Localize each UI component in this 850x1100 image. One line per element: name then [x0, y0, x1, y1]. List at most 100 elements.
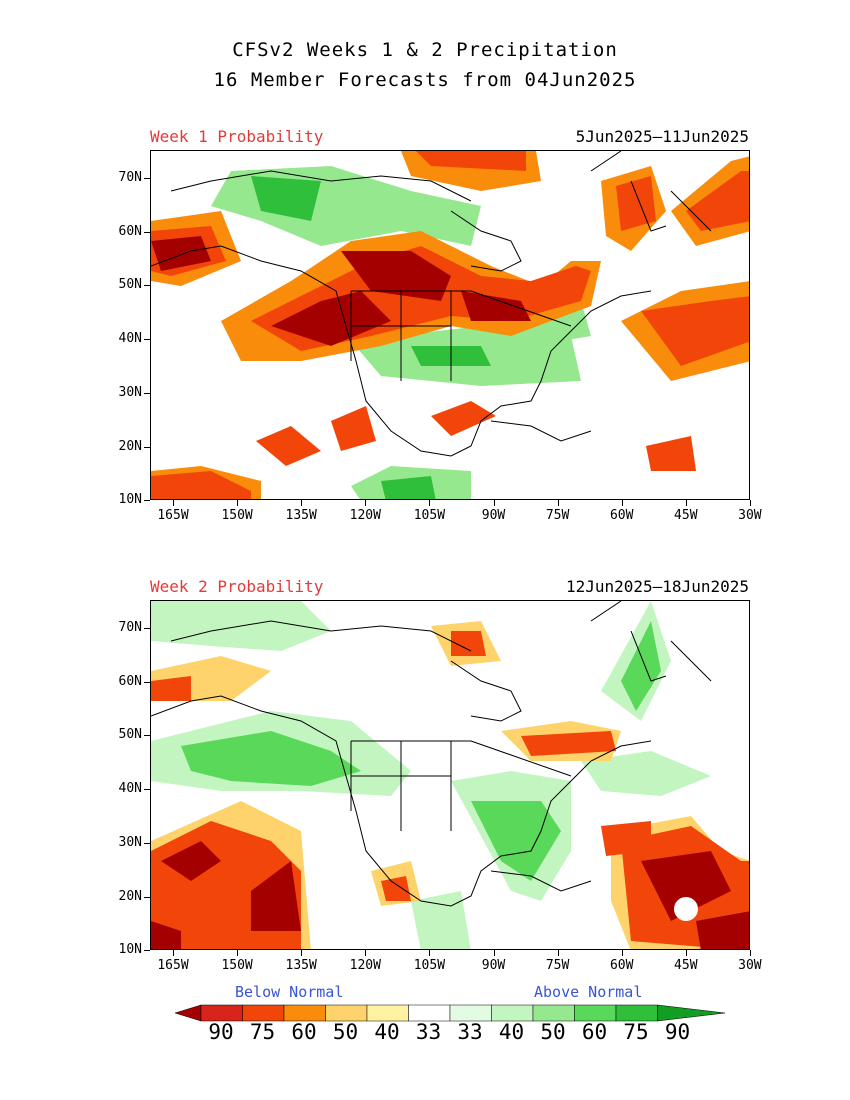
week2-map-graphic [151, 601, 749, 949]
lat-label: 30N [118, 384, 142, 400]
lat-tick [144, 842, 150, 844]
lon-tick [173, 500, 174, 506]
lat-label: 40N [118, 781, 142, 797]
colorbar-number: 90 [664, 1020, 691, 1044]
colorbar-box [491, 1004, 534, 1022]
colorbar-number: 90 [208, 1020, 234, 1044]
lon-label: 135W [285, 958, 317, 973]
lon-tick [173, 950, 174, 956]
colorbar-box [408, 1004, 451, 1022]
lat-tick [144, 681, 150, 683]
lon-tick [429, 500, 431, 506]
lat-label: 60N [118, 673, 142, 689]
lat-tick [144, 178, 150, 179]
colorbar-number: 33 [415, 1020, 442, 1044]
lat-label: 20N [118, 888, 142, 904]
lon-tick [493, 950, 495, 956]
lon-tick [301, 950, 303, 956]
lat-label: 50N [118, 277, 142, 293]
lat-label: 10N [118, 492, 142, 508]
colorbar-box [574, 1004, 617, 1022]
lon-tick [237, 950, 239, 956]
lat-label: 70N [118, 170, 142, 185]
colorbar-number: 50 [540, 1020, 566, 1044]
lon-tick [621, 950, 623, 956]
lat-label: 50N [118, 727, 142, 743]
lat-label: 10N [118, 942, 142, 958]
lon-label: 75W [545, 958, 570, 973]
lon-label: 60W [609, 508, 634, 523]
lon-label: 105W [413, 958, 446, 973]
week2-label: Week 2 Probability [150, 577, 324, 596]
lon-tick [365, 950, 367, 956]
lon-label: 75W [545, 508, 570, 523]
lon-label: 150W [221, 958, 253, 973]
lon-tick [237, 500, 239, 506]
lat-label: 30N [118, 834, 142, 850]
week2-map [150, 600, 750, 950]
lon-label: 135W [285, 508, 317, 523]
lon-label: 90W [481, 958, 506, 973]
colorbar-box [242, 1004, 285, 1022]
colorbar-box [200, 1004, 243, 1022]
lon-label: 45W [674, 958, 698, 973]
colorbar-number: 60 [581, 1020, 608, 1044]
colorbar-right-arrow [657, 1004, 725, 1022]
lat-tick [144, 392, 150, 394]
colorbar-number: 75 [623, 1020, 649, 1044]
lon-label: 90W [481, 508, 506, 523]
lat-tick [144, 500, 150, 502]
colorbar-box [615, 1004, 658, 1022]
lon-tick [557, 500, 559, 506]
lon-tick [685, 500, 687, 506]
lon-label: 150W [221, 508, 253, 523]
lat-tick [144, 446, 150, 448]
lon-tick [621, 500, 623, 506]
lat-tick [144, 789, 150, 791]
colorbar-number: 60 [291, 1020, 317, 1044]
lat-tick [144, 896, 150, 898]
lat-label: 60N [118, 223, 142, 239]
above-normal-label: Above Normal [534, 983, 643, 1001]
colorbar-box [532, 1004, 575, 1022]
colorbar-number: 33 [457, 1020, 483, 1044]
week2-dates: 12Jun2025—18Jun2025 [565, 577, 749, 596]
lat-tick [144, 735, 150, 737]
colorbar-box [283, 1004, 326, 1022]
figure-title-line2: 16 Member Forecasts from 04Jun2025 [213, 69, 637, 91]
figure-title-line1: CFSv2 Weeks 1 & 2 Precipitation [232, 39, 618, 61]
lat-label: 40N [118, 331, 142, 347]
lat-tick [144, 285, 150, 287]
colorbar-number: 40 [374, 1020, 400, 1044]
lat-tick [144, 339, 150, 341]
colorbar-number: 75 [249, 1020, 276, 1044]
lon-tick [685, 950, 687, 956]
week1-map-graphic [151, 151, 749, 499]
colorbar-box [449, 1004, 492, 1022]
lon-label: 120W [349, 958, 381, 973]
lon-label: 30W [738, 508, 762, 523]
lat-label: 20N [118, 438, 142, 454]
lon-label: 45W [674, 508, 698, 523]
lon-tick [493, 500, 495, 506]
lon-tick [749, 950, 751, 956]
lat-tick [144, 231, 150, 233]
lon-label: 165W [157, 958, 189, 973]
lon-tick [429, 950, 431, 956]
lat-tick [144, 950, 150, 952]
week1-dates: 5Jun2025—11Jun2025 [575, 127, 749, 146]
lon-label: 105W [413, 508, 446, 523]
lat-tick [144, 628, 150, 629]
colorbar-number: 40 [498, 1020, 525, 1044]
lon-tick [557, 950, 559, 956]
colorbar-box [366, 1004, 409, 1022]
below-normal-label: Below Normal [235, 983, 344, 1001]
week1-label: Week 1 Probability [150, 127, 324, 146]
lon-label: 60W [609, 958, 634, 973]
lon-label: 120W [349, 508, 381, 523]
lat-label: 70N [118, 620, 142, 635]
lon-label: 165W [157, 508, 189, 523]
lon-tick [749, 500, 751, 506]
lon-label: 30W [738, 958, 762, 973]
week1-map [150, 150, 750, 500]
